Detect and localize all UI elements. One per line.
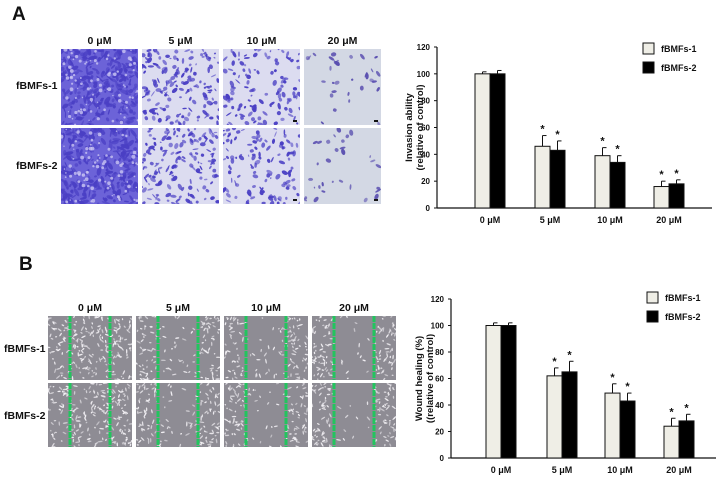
significance-asterisk: *	[615, 144, 620, 156]
panel-label-b: B	[19, 254, 33, 275]
legend-label: fBMFs-1	[661, 44, 697, 54]
bar-fBMFs-1-5 μM	[534, 145, 551, 209]
bar-fBMFs-1-5 μM	[546, 375, 563, 459]
row-label-a-0: fBMFs-1	[16, 80, 58, 92]
invasion-image-fBMFs-1-1	[142, 49, 219, 125]
y-axis-label: Wound healing (%)	[414, 336, 425, 421]
wound-image-fBMFs-2-3	[312, 383, 396, 447]
row-label-a-1: fBMFs-2	[16, 160, 58, 172]
invasion-image-fBMFs-2-3	[304, 128, 381, 204]
significance-asterisk: *	[600, 136, 605, 148]
legend-swatch	[646, 310, 659, 323]
invasion-image-fBMFs-1-2	[223, 49, 300, 125]
legend-label: fBMFs-2	[665, 312, 701, 322]
significance-asterisk: *	[555, 129, 560, 141]
x-tick-label: 10 μM	[607, 465, 633, 475]
invasion-image-fBMFs-1-0	[61, 49, 138, 125]
bar-fBMFs-1-20 μM	[663, 425, 680, 459]
significance-asterisk: *	[540, 124, 545, 136]
row-label-b-1: fBMFs-2	[4, 410, 46, 422]
y-axis-label: Invasion ability	[404, 92, 415, 161]
y-tick-label: 60	[435, 375, 444, 384]
significance-asterisk: *	[684, 402, 689, 414]
col-label-a-1: 5 μM	[168, 35, 193, 47]
wound-image-fBMFs-2-1	[136, 383, 220, 447]
invasion-image-fBMFs-2-0	[61, 128, 138, 204]
bar-fBMFs-1-20 μM	[653, 186, 670, 209]
col-label-a-0: 0 μM	[87, 35, 112, 47]
wound-image-fBMFs-1-2	[224, 316, 308, 380]
legend-label: fBMFs-1	[665, 293, 701, 303]
col-label-a-2: 10 μM	[246, 35, 277, 47]
y-axis-label: (relative of control)	[415, 84, 426, 170]
col-label-a-3: 20 μM	[327, 35, 358, 47]
legend-label: fBMFs-2	[661, 63, 697, 73]
x-tick-label: 5 μM	[552, 465, 573, 475]
wound-image-fBMFs-1-3	[312, 316, 396, 380]
x-tick-label: 10 μM	[597, 215, 623, 225]
scale-bar	[374, 120, 378, 122]
significance-asterisk: *	[674, 168, 679, 180]
panel-label-a: A	[12, 4, 26, 25]
x-tick-label: 0 μM	[491, 465, 512, 475]
significance-asterisk: *	[625, 381, 630, 393]
significance-asterisk: *	[659, 169, 664, 181]
col-label-b-3: 20 μM	[339, 302, 369, 314]
invasion-bar-chart: 0 20 40 60 80 100 120 Invasion ability (relative…	[390, 30, 720, 230]
y-tick-label: 40	[421, 150, 430, 159]
legend-swatch	[646, 291, 659, 304]
scale-bar	[293, 199, 297, 201]
wound-image-fBMFs-2-0	[48, 383, 132, 447]
y-tick-label: 40	[435, 401, 444, 410]
wound-image-fBMFs-1-1	[136, 316, 220, 380]
y-tick-label: 0	[440, 454, 445, 463]
significance-asterisk: *	[610, 372, 615, 384]
bar-fBMFs-2-0 μM	[500, 325, 517, 459]
invasion-image-fBMFs-2-2	[223, 128, 300, 204]
x-tick-label: 20 μM	[666, 465, 692, 475]
y-tick-label: 60	[421, 124, 430, 133]
significance-asterisk: *	[567, 349, 572, 361]
y-tick-label: 120	[417, 43, 431, 52]
y-tick-label: 100	[417, 70, 431, 79]
y-tick-label: 0	[426, 204, 431, 213]
row-label-b-0: fBMFs-1	[4, 343, 46, 355]
x-tick-label: 0 μM	[480, 215, 501, 225]
invasion-image-fBMFs-2-1	[142, 128, 219, 204]
y-tick-label: 120	[431, 295, 445, 304]
wound-healing-bar-chart: 0 20 40 60 80 100 120 Wound healing (%) ((relati…	[390, 285, 720, 475]
legend-swatch	[642, 42, 655, 55]
bar-fBMFs-2-20 μM	[668, 183, 685, 209]
col-label-b-1: 5 μM	[166, 302, 190, 314]
scale-bar	[374, 199, 378, 201]
y-tick-label: 80	[435, 348, 444, 357]
y-tick-label: 80	[421, 97, 430, 106]
bar-fBMFs-2-5 μM	[549, 149, 566, 209]
col-label-b-0: 0 μM	[78, 302, 102, 314]
bar-fBMFs-2-5 μM	[561, 371, 578, 459]
wound-image-fBMFs-2-2	[224, 383, 308, 447]
wound-image-fBMFs-1-0	[48, 316, 132, 380]
y-tick-label: 100	[431, 322, 445, 331]
x-tick-label: 20 μM	[656, 215, 682, 225]
bar-fBMFs-2-0 μM	[489, 73, 506, 209]
scale-bar	[293, 120, 297, 122]
significance-asterisk: *	[552, 356, 557, 368]
legend-swatch	[642, 61, 655, 74]
bar-fBMFs-2-20 μM	[678, 420, 695, 459]
bar-fBMFs-1-0 μM	[485, 325, 502, 459]
y-tick-label: 20	[421, 177, 430, 186]
significance-asterisk: *	[669, 406, 674, 418]
bar-fBMFs-1-10 μM	[604, 392, 621, 459]
bar-fBMFs-1-10 μM	[594, 155, 611, 209]
y-tick-label: 20	[435, 428, 444, 437]
bar-fBMFs-2-10 μM	[619, 400, 636, 459]
bar-fBMFs-2-10 μM	[609, 161, 626, 209]
invasion-image-fBMFs-1-3	[304, 49, 381, 125]
y-axis-label: ((relative of control)	[425, 334, 436, 423]
x-tick-label: 5 μM	[540, 215, 561, 225]
col-label-b-2: 10 μM	[251, 302, 281, 314]
bar-fBMFs-1-0 μM	[474, 73, 491, 209]
